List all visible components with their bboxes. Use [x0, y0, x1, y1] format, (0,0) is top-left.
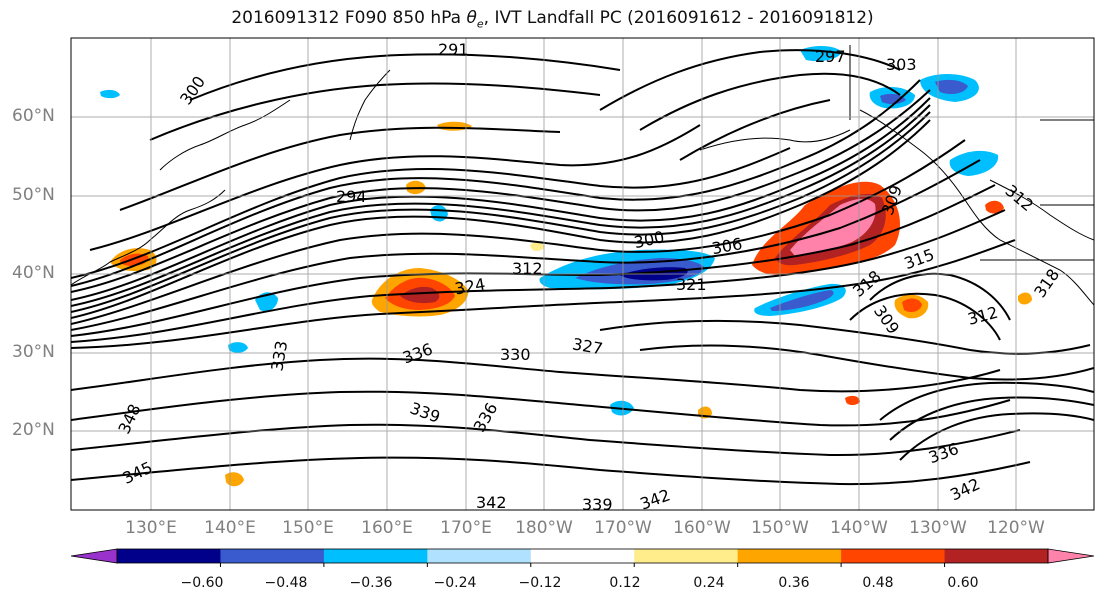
colorbar-tick-label: −0.12	[518, 575, 562, 591]
contour-label: 312	[512, 259, 543, 278]
colorbar-tick-label: −0.60	[180, 575, 224, 591]
lat-label: 30°N	[12, 342, 55, 362]
colorbar-tick-label: 0.24	[693, 575, 725, 591]
colorbar-segment	[117, 549, 221, 563]
colorbar-segment	[220, 549, 325, 563]
lon-label: 170°W	[594, 518, 652, 538]
colorbar-extend-low	[70, 548, 118, 564]
contour-label: 339	[582, 495, 613, 514]
lon-label: 140°W	[830, 518, 888, 538]
theta-e-contours	[71, 49, 1094, 486]
lon-label: 150°E	[282, 518, 334, 538]
colorbar-tick-label: 0.48	[862, 575, 894, 591]
colorbar-segment	[634, 549, 739, 563]
lon-label: 140°E	[204, 518, 256, 538]
colorbar-segment	[427, 549, 532, 563]
contour-label: 303	[886, 55, 917, 74]
colorbar-tick-label: −0.36	[349, 575, 393, 591]
plot-frame	[70, 37, 1095, 511]
colorbar-tick-label: −0.48	[264, 575, 308, 591]
contour-label: 297	[815, 47, 846, 66]
colorbar-tick-label: 0.36	[778, 575, 810, 591]
lon-label: 130°E	[125, 518, 177, 538]
contour-label: 342	[476, 493, 507, 512]
colorbar-segment	[944, 549, 1049, 563]
contour-label: 330	[500, 345, 531, 364]
map-title: 2016091312 F090 850 hPa θe, IVT Landfall…	[231, 8, 874, 31]
lon-label: 170°E	[440, 518, 492, 538]
lon-label: 160°E	[361, 518, 413, 538]
colorbar-tick-label: 0.60	[947, 575, 979, 591]
contour-label: 321	[676, 275, 707, 294]
lat-label: 50°N	[12, 185, 55, 205]
colorbar-extend-high	[1047, 548, 1095, 564]
lon-label: 150°W	[751, 518, 809, 538]
colorbar-tick-label: 0.12	[609, 575, 641, 591]
graticule	[71, 38, 1094, 510]
contour-label: 291	[438, 40, 469, 59]
colorbar	[70, 548, 1095, 567]
lon-label: 120°W	[987, 518, 1045, 538]
lon-label: 180°W	[515, 518, 573, 538]
lat-label: 40°N	[12, 263, 55, 283]
colorbar-segment	[323, 549, 428, 563]
contour-label: 294	[336, 187, 367, 206]
colorbar-segment	[530, 549, 635, 563]
lat-label: 60°N	[12, 106, 55, 126]
colorbar-frame	[116, 548, 1049, 564]
coastlines	[71, 45, 1094, 306]
lon-label: 160°W	[673, 518, 731, 538]
lon-label: 130°W	[909, 518, 967, 538]
colorbar-segment	[737, 549, 842, 563]
colorbar-segment	[841, 549, 946, 563]
colorbar-tick-label: −0.24	[433, 575, 477, 591]
lat-label: 20°N	[12, 420, 55, 440]
